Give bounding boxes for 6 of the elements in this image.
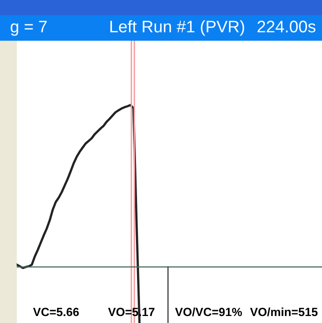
text: VO/VC=91% <box>175 307 242 316</box>
text: 224.00s <box>258 20 316 32</box>
text: Left Run #1 (PVR) <box>110 20 244 36</box>
text: VO/min=515 <box>250 307 318 316</box>
text: g = 7 <box>10 20 47 36</box>
annotation: VC=5.66 <box>33 308 79 316</box>
